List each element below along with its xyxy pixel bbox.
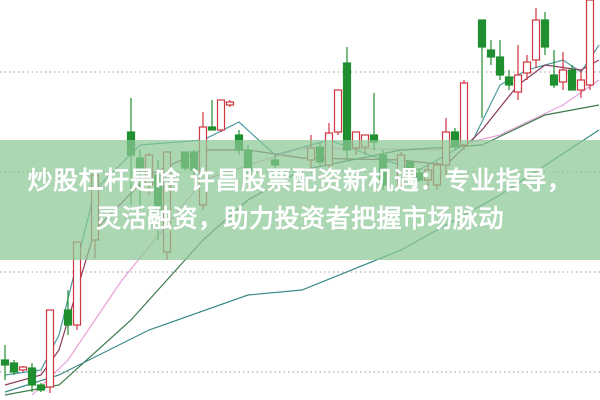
- candle-down: [207, 126, 217, 131]
- candle-down: [27, 367, 37, 386]
- candle-up: [18, 366, 28, 371]
- candle-down: [36, 384, 46, 391]
- candle-up: [513, 74, 523, 93]
- headline-line-1: 炒股杠杆是啥 许昌股票配资新机遇：专业指导，: [27, 166, 573, 195]
- candle-up: [216, 99, 226, 131]
- candle-down: [549, 74, 559, 86]
- candle-down: [477, 19, 487, 48]
- candle-down: [504, 76, 514, 86]
- candle-down: [486, 49, 496, 58]
- headline-banner: 炒股杠杆是啥 许昌股票配资新机遇：专业指导， 灵活融资，助力投资者把握市场脉动: [0, 140, 600, 260]
- candle-down: [495, 56, 505, 76]
- candle-up: [45, 309, 55, 388]
- candle-down: [567, 69, 577, 91]
- candle-up: [333, 89, 343, 133]
- candle-up: [459, 82, 469, 146]
- candle-down: [63, 309, 73, 326]
- candle-up: [522, 61, 532, 74]
- candle-up: [531, 19, 541, 61]
- candle-down: [9, 362, 19, 373]
- candle-up: [225, 101, 235, 106]
- candle-down: [342, 62, 352, 151]
- candle-down: [540, 19, 550, 48]
- candle-down: [0, 359, 10, 366]
- candle-up: [558, 69, 568, 83]
- candle-up: [576, 79, 586, 91]
- headline-line-2: 灵活融资，助力投资者把握市场脉动: [95, 204, 504, 233]
- candle-up: [585, 0, 595, 86]
